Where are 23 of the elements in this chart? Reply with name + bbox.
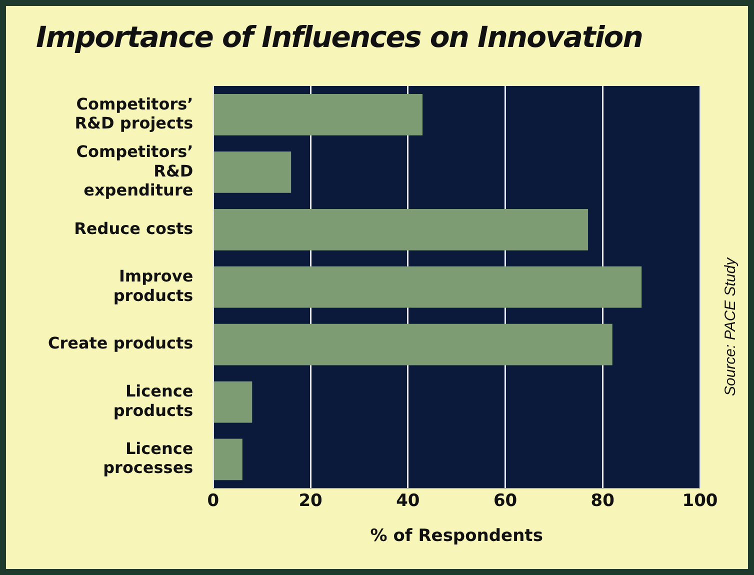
x-axis-title: % of Respondents	[370, 526, 543, 546]
chart-title: Importance of Influences on Innovation	[36, 20, 642, 54]
y-tick-label: Competitors’ R&D expenditure	[76, 142, 194, 200]
y-tick-label: Competitors’ R&D projects	[74, 94, 194, 132]
bar	[214, 152, 292, 193]
x-tick-label: 40	[396, 490, 420, 511]
y-tick-label: Create products	[48, 334, 194, 353]
bar	[214, 94, 423, 136]
x-tick-label: 100	[682, 490, 718, 511]
y-tick-label: Reduce costs	[74, 218, 194, 238]
x-tick-label: 0	[207, 490, 220, 511]
y-tick-label: Licence products	[113, 382, 194, 420]
source-note: Source: PACE Study	[722, 258, 739, 396]
bar	[214, 208, 588, 250]
x-tick-label: 20	[298, 490, 323, 511]
bar	[214, 324, 612, 366]
y-tick-label: Improve products	[113, 266, 194, 305]
bar	[214, 438, 242, 480]
bar	[214, 381, 252, 423]
x-tick-label: 60	[493, 490, 518, 511]
x-tick-label: 80	[590, 490, 615, 511]
y-tick-label: Licence processes	[103, 439, 194, 478]
bar	[214, 266, 642, 308]
